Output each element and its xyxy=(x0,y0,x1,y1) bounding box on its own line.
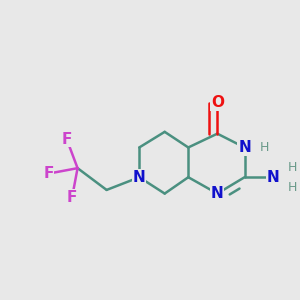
Text: N: N xyxy=(267,170,279,185)
Text: O: O xyxy=(211,95,224,110)
Text: F: F xyxy=(43,166,54,181)
Text: N: N xyxy=(211,186,224,201)
Text: H: H xyxy=(287,181,297,194)
Text: N: N xyxy=(238,140,251,155)
Text: N: N xyxy=(133,170,146,185)
Text: F: F xyxy=(67,190,77,205)
Text: H: H xyxy=(260,141,269,154)
Text: F: F xyxy=(61,132,72,147)
Text: H: H xyxy=(287,160,297,174)
